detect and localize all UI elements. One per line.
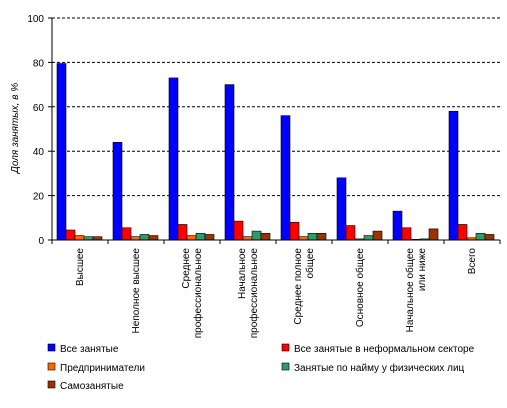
legend-item: Все занятые: [47, 343, 119, 355]
x-category-label: профессиональное: [248, 248, 260, 339]
legend-label: Самозанятые: [60, 381, 124, 392]
bar-4-6: [363, 235, 374, 241]
bar-1-2: [112, 142, 123, 241]
legend-label: Все занятые в неформальном секторе: [294, 343, 475, 355]
bar-1-7: [392, 210, 403, 241]
bar-5-4: [260, 233, 271, 241]
bar-1-3: [168, 77, 179, 241]
legend-swatch: [281, 343, 290, 352]
bar-4-8: [475, 233, 486, 241]
bar-2-3: [177, 224, 188, 241]
bar-5-6: [372, 230, 383, 241]
bar-5-8: [484, 234, 495, 241]
y-tick-label: 80: [33, 58, 45, 69]
x-category-label: Неполное высшее: [131, 248, 142, 334]
legend-swatch: [47, 362, 56, 371]
y-tick-label: 100: [27, 14, 44, 25]
x-category-label: Всего: [467, 248, 478, 275]
y-tick-label: 20: [33, 192, 45, 203]
bar-2-5: [289, 221, 300, 241]
bar-5-7: [428, 228, 439, 241]
x-category-label: Начальное общее: [404, 248, 416, 333]
x-category-label: общее: [304, 248, 316, 279]
bar-2-1: [65, 229, 76, 241]
bar-2-7: [401, 227, 412, 241]
x-category-label: Начальное: [237, 248, 248, 299]
y-tick-label: 0: [38, 236, 44, 247]
bar-4-4: [251, 230, 262, 241]
legend-item: Все занятые в неформальном секторе: [281, 343, 475, 355]
x-category-label: Высшее: [75, 248, 86, 286]
x-category-label: Среднее полное: [293, 248, 304, 325]
legend-item: Занятые по найму у физических лиц: [281, 362, 465, 374]
bar-3-3: [186, 235, 197, 241]
bar-1-8: [448, 110, 459, 241]
legend-item: Предприниматели: [47, 362, 145, 374]
bar-4-3: [195, 233, 206, 241]
y-tick-label: 60: [33, 103, 45, 114]
y-axis-title: Доля занятых, в %: [10, 83, 21, 174]
legend-swatch: [47, 343, 56, 352]
bar-4-2: [139, 234, 150, 241]
bar-2-8: [457, 224, 468, 241]
bar-1-6: [336, 177, 347, 241]
legend-item: Самозанятые: [47, 380, 124, 392]
bar-1-4: [224, 84, 235, 241]
bar-4-5: [307, 233, 318, 241]
legend-swatch: [281, 362, 290, 371]
y-tick-label: 40: [33, 147, 45, 158]
x-category-label: Основное общее: [354, 248, 366, 328]
bar-1-1: [56, 63, 67, 241]
x-category-label: профессиональное: [192, 248, 204, 339]
bar-1-5: [280, 115, 291, 241]
legend-label: Предприниматели: [60, 363, 145, 374]
bar-5-2: [148, 235, 159, 241]
bar-5-3: [204, 234, 215, 241]
bar-5-5: [316, 233, 327, 241]
legend-swatch: [47, 380, 56, 389]
x-category-label: или ниже: [417, 248, 428, 292]
legend-label: Занятые по найму у физических лиц: [294, 362, 465, 374]
bar-2-4: [233, 220, 244, 241]
bar-2-2: [121, 227, 132, 241]
bar-3-1: [74, 235, 85, 241]
x-category-label: Среднее: [181, 248, 192, 289]
bar-2-6: [345, 225, 356, 241]
legend-label: Все занятые: [60, 344, 119, 355]
